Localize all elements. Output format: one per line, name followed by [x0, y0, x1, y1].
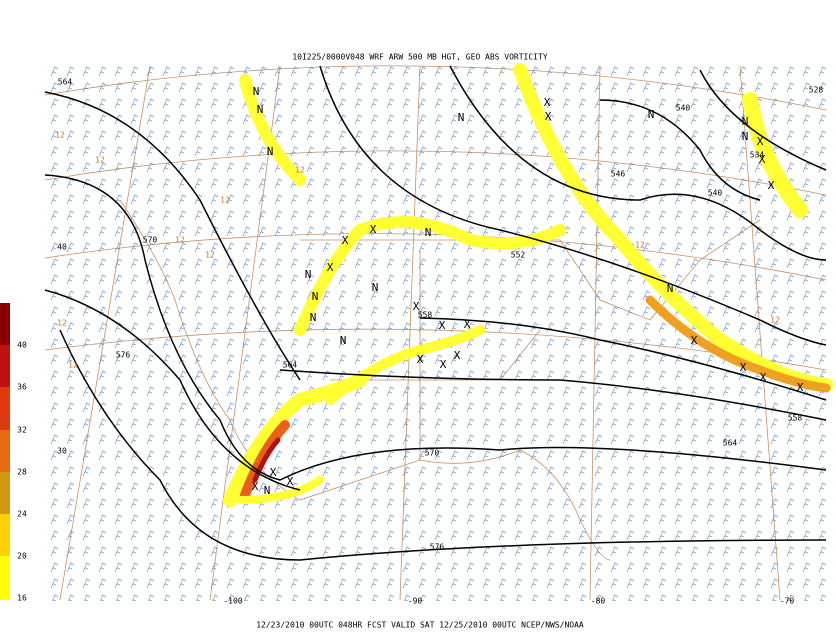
height-label: 552: [511, 251, 526, 260]
vorticity-label: 12: [635, 241, 645, 250]
vorticity-label: 12: [220, 196, 230, 205]
height-label: 570: [425, 449, 440, 458]
minimum-marker: N: [310, 311, 317, 324]
minimum-marker: N: [253, 85, 260, 98]
minimum-marker: N: [312, 290, 319, 303]
maximum-marker: X: [440, 358, 447, 371]
longitude-label: -100: [223, 597, 242, 606]
maximum-marker: X: [691, 334, 698, 347]
latitude-label: 30: [57, 447, 67, 456]
vorticity-label: 12: [205, 251, 215, 260]
longitude-label: -90: [408, 597, 423, 606]
maximum-marker: X: [740, 361, 747, 374]
maximum-marker: X: [370, 223, 377, 236]
colorbar-label: 32: [17, 426, 27, 435]
geography: [44, 65, 827, 601]
vorticity-shading: [223, 63, 833, 507]
height-label: 534: [750, 151, 765, 160]
height-label: 558: [418, 311, 433, 320]
maximum-marker: X: [270, 466, 277, 479]
vorticity-label: 12: [175, 236, 185, 245]
height-label: 576: [430, 543, 445, 552]
maximum-marker: X: [417, 353, 424, 366]
maximum-marker: X: [544, 96, 551, 109]
maximum-marker: X: [439, 319, 446, 332]
longitude-label: -70: [780, 597, 795, 606]
maximum-marker: X: [327, 261, 334, 274]
vorticity-label: 12: [57, 319, 67, 328]
minimum-marker: N: [458, 111, 465, 124]
colorbar-label: 20: [17, 552, 27, 561]
maximum-marker: X: [342, 234, 349, 247]
height-label: 570: [143, 236, 158, 245]
minimum-marker: N: [425, 226, 432, 239]
colorbar-label: 40: [17, 341, 27, 350]
maximum-marker: X: [760, 371, 767, 384]
maximum-marker: X: [759, 153, 766, 166]
minimum-marker: N: [340, 334, 347, 347]
vorticity-label: 12: [55, 131, 65, 140]
minimum-marker: N: [305, 268, 312, 281]
height-label: 576: [116, 351, 131, 360]
minimum-marker: N: [667, 282, 674, 295]
height-label: 528: [809, 86, 824, 95]
maximum-marker: X: [287, 475, 294, 488]
minimum-marker: N: [267, 145, 274, 158]
caption: 12/23/2010 00UTC 048HR FCST VALID SAT 12…: [256, 621, 584, 630]
colorbar: [0, 303, 10, 600]
maximum-marker: X: [454, 349, 461, 362]
title: 10I225/0000V048 WRF ARW 500 MB HGT, GEO …: [292, 53, 547, 62]
colorbar-label: 36: [17, 383, 27, 392]
longitude-label: -80: [591, 597, 606, 606]
height-label: 564: [58, 78, 73, 87]
minimum-marker: N: [372, 281, 379, 294]
height-label: 546: [611, 170, 626, 179]
colorbar-label: 28: [17, 468, 27, 477]
height-label: 540: [708, 189, 723, 198]
minimum-marker: N: [264, 484, 271, 497]
height-label: 564: [283, 361, 298, 370]
colorbar-label: 16: [17, 594, 27, 603]
minimum-marker: N: [648, 108, 655, 121]
maximum-marker: X: [464, 318, 471, 331]
vorticity-label: 12: [295, 166, 305, 175]
latitude-label: 40: [57, 243, 67, 252]
vorticity-label: 12: [68, 361, 78, 370]
maximum-marker: X: [768, 179, 775, 192]
colorbar-label: 24: [17, 510, 27, 519]
height-label: 540: [676, 104, 691, 113]
vorticity-label: 12: [770, 316, 780, 325]
minimum-marker: N: [257, 103, 264, 116]
maximum-marker: X: [545, 110, 552, 123]
minimum-marker: N: [742, 115, 749, 128]
maximum-marker: X: [413, 300, 420, 313]
maximum-marker: X: [252, 480, 259, 493]
height-label: 558: [788, 414, 803, 423]
height-label: 564: [723, 439, 738, 448]
height-contours: [44, 65, 827, 561]
minimum-marker: N: [742, 130, 749, 143]
vorticity-label: 12: [95, 156, 105, 165]
maximum-marker: X: [797, 381, 804, 394]
maximum-marker: X: [757, 135, 764, 148]
